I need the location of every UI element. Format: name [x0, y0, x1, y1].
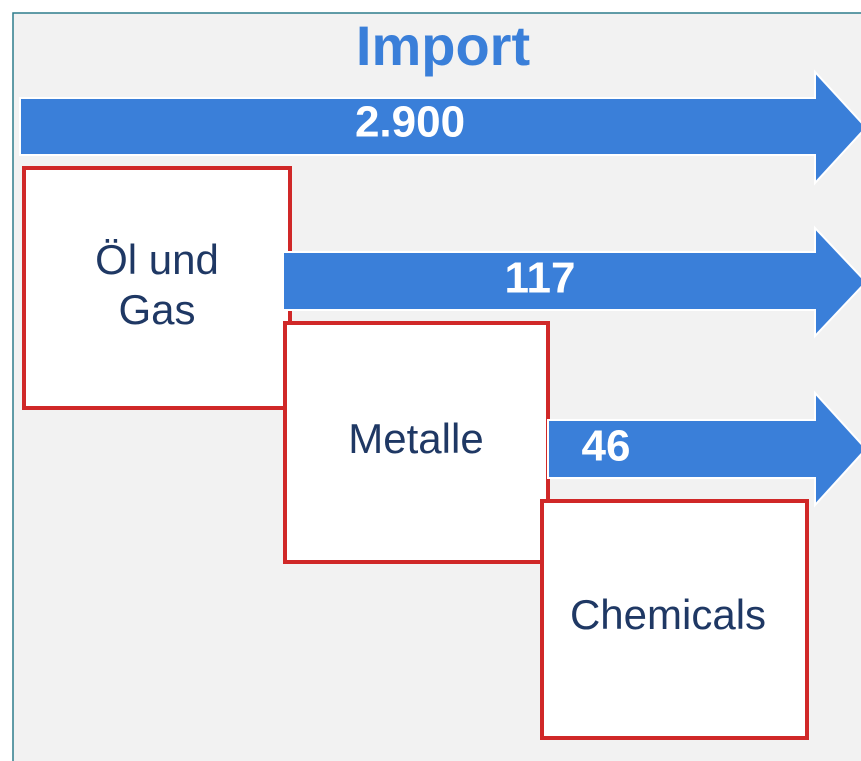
box: [22, 166, 292, 410]
arrow: [547, 390, 861, 508]
arrow: [282, 225, 861, 339]
arrow: [19, 69, 861, 186]
box-label: Gas: [118, 286, 195, 333]
arrow-label: 46: [582, 422, 631, 471]
arrow-label: 2.900: [355, 98, 465, 147]
arrow-label: 117: [505, 254, 576, 303]
box: [540, 499, 809, 740]
box-label: Chemicals: [570, 591, 766, 638]
box: [283, 321, 550, 564]
box-label: Metalle: [348, 415, 483, 462]
title: Import: [356, 14, 530, 77]
box-label: Öl und: [95, 236, 219, 283]
